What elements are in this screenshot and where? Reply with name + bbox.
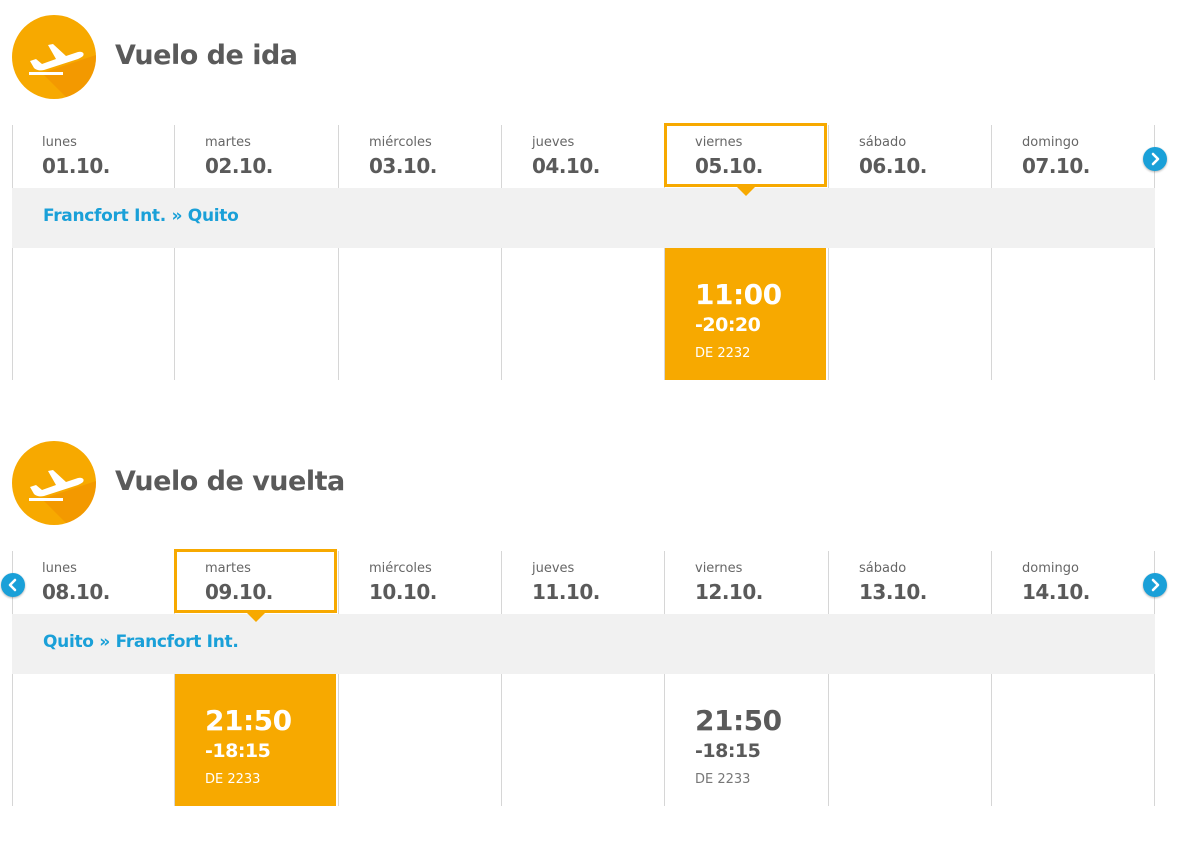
next-week-button[interactable]	[1143, 147, 1167, 171]
flight-number: DE 2232	[695, 346, 751, 361]
day-date: 03.10.	[369, 154, 437, 178]
day-date: 01.10.	[42, 154, 110, 178]
route-bar: Quito » Francfort Int.	[12, 614, 1155, 674]
day-column	[665, 125, 829, 380]
day-column	[502, 551, 665, 806]
arrival-time: -20:20	[695, 314, 761, 336]
day-name: jueves	[532, 135, 575, 150]
day-column	[992, 551, 1155, 806]
day-date: 12.10.	[695, 580, 763, 604]
outbound-section: Vuelo de ida Francfort Int. » Quito lune…	[0, 0, 1185, 390]
section-title: Vuelo de vuelta	[115, 466, 345, 497]
flight-option[interactable]: 21:50 -18:15 DE 2233	[175, 674, 336, 806]
day-name: sábado	[859, 135, 907, 150]
day-date: 06.10.	[859, 154, 927, 178]
day-tab[interactable]: domingo 14.10.	[992, 551, 1155, 613]
day-tab[interactable]: miércoles 10.10.	[339, 551, 502, 613]
day-name: domingo	[1022, 561, 1079, 576]
day-name: martes	[205, 135, 251, 150]
day-column	[829, 125, 992, 380]
day-date: 08.10.	[42, 580, 110, 604]
day-date: 11.10.	[532, 580, 600, 604]
outbound-header: Vuelo de ida	[0, 0, 600, 100]
day-name: viernes	[695, 561, 743, 576]
day-grid: Quito » Francfort Int. lunes 08.10. martes…	[12, 549, 1155, 806]
day-name: jueves	[532, 561, 575, 576]
day-column	[12, 125, 175, 380]
flight-option[interactable]: 11:00 -20:20 DE 2232	[665, 248, 826, 380]
return-header: Vuelo de vuelta	[0, 426, 600, 526]
day-column	[665, 551, 829, 806]
flight-number: DE 2233	[695, 772, 751, 787]
route-link[interactable]: Francfort Int. » Quito	[43, 206, 239, 226]
plane-takeoff-icon	[12, 441, 96, 525]
day-column	[829, 551, 992, 806]
selected-day-frame	[664, 123, 827, 187]
day-date: 10.10.	[369, 580, 437, 604]
day-tab[interactable]: domingo 07.10.	[992, 125, 1155, 187]
day-date: 09.10.	[205, 580, 273, 604]
plane-takeoff-icon	[12, 15, 96, 99]
day-date: 02.10.	[205, 154, 273, 178]
day-name: lunes	[42, 135, 77, 150]
day-column	[339, 125, 502, 380]
day-date: 14.10.	[1022, 580, 1090, 604]
next-week-button[interactable]	[1143, 573, 1167, 597]
section-title: Vuelo de ida	[115, 40, 298, 71]
day-date: 04.10.	[532, 154, 600, 178]
day-name: martes	[205, 561, 251, 576]
day-column	[12, 551, 175, 806]
flight-number: DE 2233	[205, 772, 261, 787]
day-name: miércoles	[369, 135, 432, 150]
prev-week-button[interactable]	[1, 573, 25, 597]
day-tab[interactable]: lunes 08.10.	[12, 551, 175, 613]
day-name: sábado	[859, 561, 907, 576]
chevron-right-icon	[1151, 578, 1160, 592]
day-date: 07.10.	[1022, 154, 1090, 178]
day-tab[interactable]: sábado 13.10.	[829, 551, 992, 613]
day-tab[interactable]: martes 02.10.	[175, 125, 338, 187]
route-bar: Francfort Int. » Quito	[12, 188, 1155, 248]
day-column	[502, 125, 665, 380]
day-name: lunes	[42, 561, 77, 576]
day-date: 13.10.	[859, 580, 927, 604]
day-tab[interactable]: miércoles 03.10.	[339, 125, 502, 187]
day-tab[interactable]: jueves 11.10.	[502, 551, 665, 613]
selected-day-frame	[174, 549, 337, 613]
day-name: miércoles	[369, 561, 432, 576]
selected-day-pointer	[247, 613, 265, 622]
grid-border	[12, 551, 13, 806]
grid-border	[12, 125, 13, 380]
day-tab[interactable]: viernes 05.10.	[664, 123, 828, 196]
day-name: viernes	[695, 135, 743, 150]
day-column	[175, 125, 339, 380]
day-tab[interactable]: jueves 04.10.	[502, 125, 665, 187]
day-column	[175, 551, 339, 806]
day-grid: Francfort Int. » Quito lunes 01.10. martes…	[12, 123, 1155, 380]
flight-option[interactable]: 21:50 -18:15 DE 2233	[665, 674, 826, 806]
day-tab[interactable]: lunes 01.10.	[12, 125, 175, 187]
arrival-time: -18:15	[695, 740, 761, 762]
route-link[interactable]: Quito » Francfort Int.	[43, 632, 239, 652]
day-tab[interactable]: martes 09.10.	[174, 549, 338, 622]
chevron-left-icon	[8, 578, 17, 592]
return-section: Vuelo de vuelta Quito » Francfort Int. l…	[0, 426, 1185, 826]
arrival-time: -18:15	[205, 740, 271, 762]
day-tab[interactable]: viernes 12.10.	[665, 551, 828, 613]
departure-time: 21:50	[205, 704, 292, 737]
departure-time: 21:50	[695, 704, 782, 737]
chevron-right-icon	[1151, 152, 1160, 166]
selected-day-pointer	[737, 187, 755, 196]
day-date: 05.10.	[695, 154, 763, 178]
day-tab[interactable]: sábado 06.10.	[829, 125, 992, 187]
day-column	[339, 551, 502, 806]
departure-time: 11:00	[695, 278, 782, 311]
day-name: domingo	[1022, 135, 1079, 150]
day-column	[992, 125, 1155, 380]
